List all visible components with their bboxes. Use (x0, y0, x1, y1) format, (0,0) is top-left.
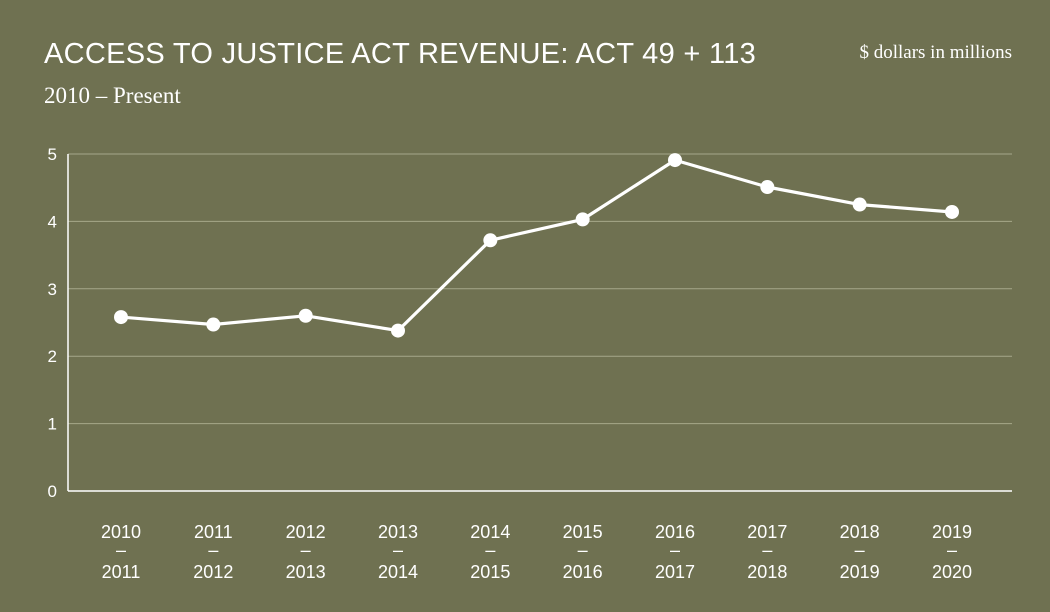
y-tick-label: 1 (48, 415, 57, 434)
x-tick-label: – (670, 540, 680, 560)
y-tick-label: 2 (48, 347, 57, 366)
data-point (298, 308, 313, 323)
x-tick-label: 2014 (470, 522, 510, 542)
y-tick-label: 3 (48, 280, 57, 299)
x-tick-label: 2016 (563, 562, 603, 582)
y-tick-label: 4 (48, 212, 57, 231)
x-tick-label: 2017 (655, 562, 695, 582)
data-point (575, 212, 590, 227)
y-tick-label: 5 (48, 145, 57, 164)
unit-note: $ dollars in millions (859, 42, 1012, 63)
data-point (852, 197, 867, 212)
x-tick-label: – (855, 540, 865, 560)
x-tick-label: 2011 (194, 522, 233, 542)
x-tick-label: – (393, 540, 403, 560)
grid-layer (68, 153, 1012, 425)
x-tick-label: 2018 (840, 522, 880, 542)
data-point (206, 317, 221, 332)
data-point (668, 153, 682, 168)
x-tick-label: 2013 (378, 522, 418, 542)
x-tick-label: 2016 (655, 522, 695, 542)
x-tick-label: – (578, 540, 588, 560)
y-tick-labels: 0 1 2 3 4 5 (48, 145, 57, 501)
x-tick-label: 2011 (102, 562, 141, 582)
x-tick-label: 2010 (101, 522, 141, 542)
series-layer (120, 158, 953, 333)
x-tick-label: 2019 (932, 522, 972, 542)
data-point (114, 310, 128, 325)
x-tick-label: – (208, 540, 218, 560)
point-layer (114, 153, 959, 338)
data-point (483, 233, 498, 248)
x-tick-label: – (947, 540, 957, 560)
x-tick-label: 2014 (378, 562, 418, 582)
x-tick-label: 2015 (470, 562, 510, 582)
x-tick-label: 2017 (747, 522, 787, 542)
x-tick-label: 2020 (932, 562, 972, 582)
series-line (120, 158, 953, 333)
x-tick-label: 2018 (747, 562, 787, 582)
x-tick-label: 2015 (563, 522, 603, 542)
x-tick-label: 2013 (286, 562, 326, 582)
x-tick-label: – (301, 540, 311, 560)
chart-subtitle: 2010 – Present (44, 83, 181, 108)
x-tick-label: 2012 (193, 562, 233, 582)
x-tick-label: – (762, 540, 772, 560)
axis-layer (67, 154, 1012, 492)
data-point (945, 204, 959, 219)
data-point (391, 323, 405, 338)
x-tick-label: – (116, 540, 126, 560)
data-point (760, 180, 775, 195)
x-tick-label: 2019 (840, 562, 880, 582)
x-tick-label: – (485, 540, 495, 560)
y-tick-label: 0 (48, 482, 57, 501)
x-tick-labels: 2010–20112011–20122012–20132013–20142014… (101, 522, 972, 582)
chart-title: ACCESS TO JUSTICE ACT REVENUE: ACT 49 + … (44, 38, 757, 70)
x-tick-label: 2012 (286, 522, 326, 542)
